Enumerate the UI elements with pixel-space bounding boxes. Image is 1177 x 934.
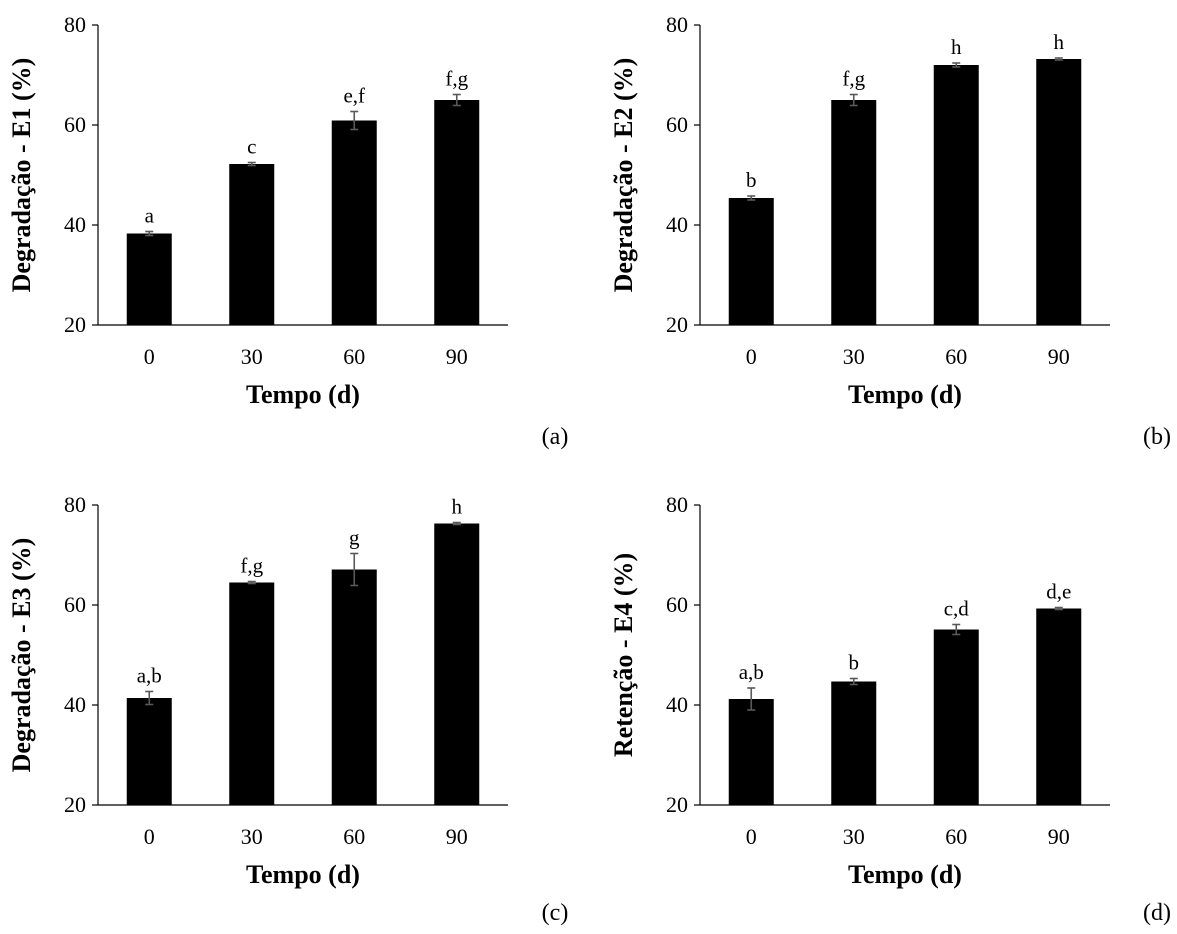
significance-letter: g: [349, 526, 360, 550]
significance-letter: a,b: [137, 664, 162, 688]
bar: [1036, 608, 1082, 805]
significance-letter: c: [247, 135, 256, 159]
x-axis-label: Tempo (d): [246, 380, 360, 409]
x-tick-label: 90: [446, 344, 468, 369]
bar: [728, 699, 774, 805]
bar: [831, 100, 877, 325]
bar: [434, 523, 480, 805]
y-tick-label: 20: [666, 792, 688, 817]
bar: [728, 198, 774, 325]
error-bar: [849, 677, 858, 686]
chart-panel: 20 40 60 80 b 0 f,g 30 h 60 h 90 Tempo (d) Degradação…: [609, 12, 1171, 450]
y-axis-label: Degradação - E3 (%): [7, 538, 36, 773]
error-bar: [952, 62, 961, 68]
y-tick-label: 20: [64, 312, 86, 337]
panel-label: (a): [542, 424, 569, 450]
y-tick-label: 60: [64, 112, 86, 137]
bar: [126, 233, 172, 325]
y-tick-label: 40: [666, 212, 688, 237]
y-tick-label: 60: [666, 112, 688, 137]
x-tick-label: 30: [241, 344, 263, 369]
significance-letter: b: [746, 168, 757, 192]
y-tick-label: 60: [64, 592, 86, 617]
x-tick-label: 60: [945, 824, 967, 849]
error-bar: [747, 195, 756, 201]
significance-letter: a: [145, 204, 155, 228]
x-axis-label: Tempo (d): [246, 860, 360, 889]
y-axis-label: Degradação - E2 (%): [609, 58, 638, 293]
x-axis-label: Tempo (d): [848, 380, 962, 409]
bar: [1036, 59, 1082, 325]
chart-panel: 20 40 60 80 a 0 c 30 e,f 60 f,g 90 Tempo (d) Degradaç…: [7, 12, 568, 450]
significance-letter: b: [849, 651, 860, 675]
error-bar: [747, 687, 756, 711]
significance-letter: f,g: [240, 554, 263, 578]
bar: [831, 681, 877, 805]
x-tick-label: 90: [1048, 824, 1070, 849]
panel-label: (d): [1143, 900, 1171, 926]
error-bar: [247, 161, 256, 167]
significance-letter: h: [1054, 30, 1065, 54]
chart-panel: 20 40 60 80 a,b 0 b 30 c,d 60 d,e 90 Tempo (d) Retenç…: [609, 492, 1171, 926]
error-bar: [1054, 606, 1063, 611]
error-bar: [452, 93, 461, 107]
y-tick-label: 80: [64, 492, 86, 517]
bar: [229, 582, 275, 805]
error-bar: [849, 93, 858, 107]
x-tick-label: 0: [746, 824, 757, 849]
y-tick-label: 80: [666, 12, 688, 37]
error-bar: [145, 230, 154, 237]
y-axis-label: Degradação - E1 (%): [7, 58, 36, 293]
significance-letter: a,b: [739, 660, 764, 684]
y-tick-label: 20: [64, 792, 86, 817]
error-bar: [952, 623, 961, 636]
y-tick-label: 40: [64, 692, 86, 717]
x-tick-label: 0: [144, 344, 155, 369]
error-bar: [247, 580, 256, 585]
error-bar: [350, 110, 359, 131]
x-tick-label: 0: [144, 824, 155, 849]
bar: [434, 100, 480, 325]
bar: [933, 629, 979, 805]
x-tick-label: 30: [241, 824, 263, 849]
y-tick-label: 40: [666, 692, 688, 717]
significance-letter: f,g: [842, 67, 865, 91]
error-bar: [350, 552, 359, 587]
y-tick-label: 80: [666, 492, 688, 517]
x-tick-label: 90: [446, 824, 468, 849]
significance-letter: h: [951, 35, 962, 59]
x-tick-label: 60: [945, 344, 967, 369]
x-tick-label: 0: [746, 344, 757, 369]
error-bar: [452, 521, 461, 526]
y-tick-label: 40: [64, 212, 86, 237]
x-tick-label: 30: [843, 344, 865, 369]
error-bar: [145, 690, 154, 706]
bar: [229, 164, 275, 325]
x-tick-label: 60: [343, 824, 365, 849]
significance-letter: e,f: [343, 84, 365, 108]
significance-letter: f,g: [445, 67, 468, 91]
x-tick-label: 60: [343, 344, 365, 369]
significance-letter: h: [452, 495, 463, 519]
error-bar: [1054, 57, 1063, 61]
bar: [331, 120, 377, 325]
y-tick-label: 60: [666, 592, 688, 617]
significance-letter: c,d: [944, 597, 970, 621]
panel-label: (c): [542, 900, 569, 926]
bar: [331, 569, 377, 805]
chart-panel: 20 40 60 80 a,b 0 f,g 30 g 60 h 90 Tempo (d) Degradaç…: [7, 492, 568, 926]
x-tick-label: 30: [843, 824, 865, 849]
panel-label: (b): [1143, 424, 1171, 450]
bar: [933, 65, 979, 325]
significance-letter: d,e: [1046, 580, 1071, 604]
bar: [126, 698, 172, 805]
y-tick-label: 20: [666, 312, 688, 337]
y-tick-label: 80: [64, 12, 86, 37]
x-axis-label: Tempo (d): [848, 860, 962, 889]
y-axis-label: Retenção - E4 (%): [609, 553, 638, 757]
x-tick-label: 90: [1048, 344, 1070, 369]
